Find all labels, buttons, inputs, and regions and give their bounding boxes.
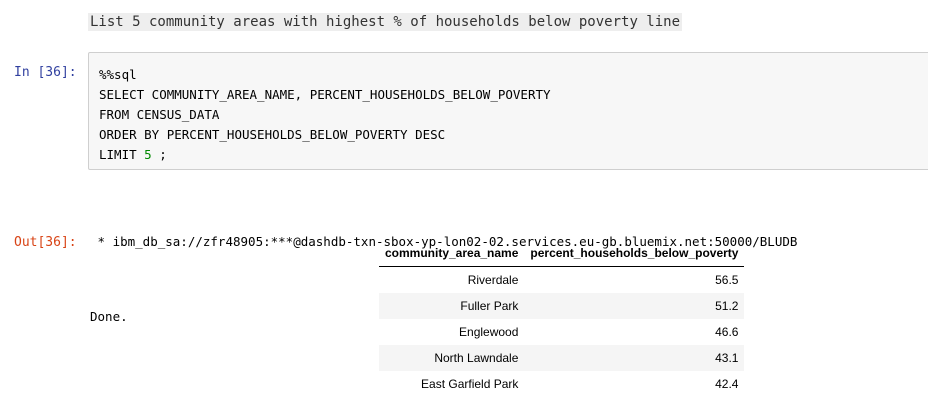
cell-percent: 46.6 [715,325,739,339]
code-line: FROM CENSUS_DATA [99,107,220,122]
limit-number: 5 [144,147,152,162]
result-table: community_area_name percent_households_b… [379,240,745,397]
cell-percent: 56.5 [715,273,739,287]
cell-community-area: East Garfield Park [421,377,519,391]
table-row: Englewood 46.6 [379,319,744,345]
cell-percent: 42.4 [715,377,739,391]
cell-community-area: Englewood [459,325,519,339]
table-header-row: community_area_name percent_households_b… [379,240,745,267]
cell-community-area: Fuller Park [460,299,519,313]
code-line: ORDER BY PERCENT_HOUSEHOLDS_BELOW_POVERT… [99,127,446,142]
cell-percent: 43.1 [715,351,739,365]
cell-community-area: Riverdale [467,273,519,287]
output-prompt: Out[36]: [14,235,77,250]
table-row: North Lawndale 43.1 [379,345,745,371]
table-row: Fuller Park 51.2 [379,293,745,319]
code-line-limit: LIMIT 5 ; [99,145,928,165]
cell-percent: 51.2 [715,299,739,313]
limit-keyword: LIMIT [99,147,145,162]
markdown-text: List 5 community areas with highest % of… [88,13,683,31]
input-prompt: In [36]: [14,65,77,80]
column-header: community_area_name [379,240,525,267]
column-header: percent_households_below_poverty [524,240,745,267]
markdown-cell[interactable]: List 5 community areas with highest % of… [88,13,683,31]
status-text: Done. [90,309,128,324]
cell-community-area: North Lawndale [434,351,519,365]
limit-suffix: ; [151,147,167,162]
code-line: %%sql [99,67,137,82]
code-editor[interactable]: %%sql SELECT COMMUNITY_AREA_NAME, PERCEN… [88,52,928,170]
code-line: SELECT COMMUNITY_AREA_NAME, PERCENT_HOUS… [99,87,551,102]
table-row: Riverdale 56.5 [379,267,744,294]
table-row: East Garfield Park 42.4 [379,371,744,397]
